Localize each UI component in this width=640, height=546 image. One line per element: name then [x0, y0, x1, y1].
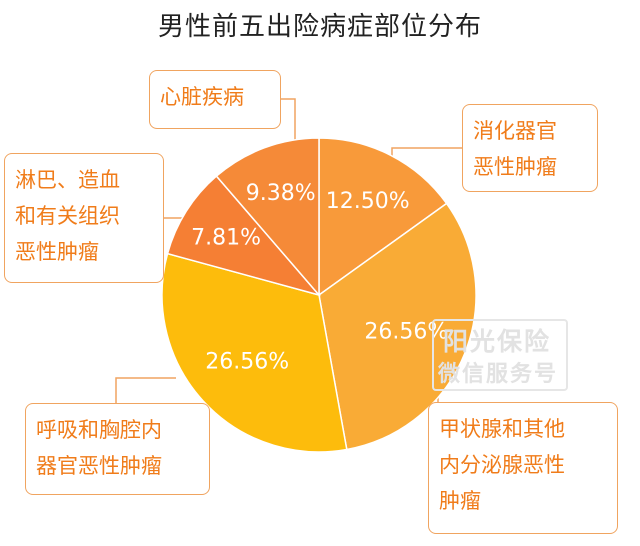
- slice-lymph: [166, 175, 322, 297]
- slice-digestive-value-label: 12.50%: [326, 189, 410, 214]
- leader-digestive: [391, 147, 462, 158]
- watermark-frame: [432, 319, 568, 391]
- chart-title: 男性前五出险病症部位分布: [157, 12, 482, 42]
- leader-heart: [281, 98, 296, 146]
- callout-thyroid-cancer: 甲状腺和其他 内分泌腺恶性 肿瘤: [428, 402, 618, 534]
- callout-heart-disease: 心脏疾病: [149, 70, 281, 129]
- slice-thyroid-value-label: 26.56%: [364, 319, 448, 344]
- leader-respiratory: [115, 377, 176, 403]
- slice-respiratory-value-label: 26.56%: [205, 350, 289, 375]
- slice-digestive: [318, 137, 448, 297]
- callout-respiratory-cancer: 呼吸和胸腔内 器官恶性肿瘤: [25, 403, 210, 495]
- callout-digestive-cancer: 消化器官 恶性肿瘤: [462, 104, 598, 192]
- slice-lymph-value-label: 7.81%: [191, 225, 261, 250]
- slice-heart: [215, 137, 320, 298]
- slice-respiratory: [161, 252, 348, 453]
- slice-heart-value-label: 9.38%: [246, 181, 316, 206]
- callout-lymph-cancer: 淋巴、造血 和有关组织 恶性肿瘤: [4, 153, 164, 283]
- pie-slice-labels: 12.50% 26.56% 26.56% 7.81% 9.38%: [191, 181, 448, 375]
- watermark-line-2: 微信服务号: [438, 362, 559, 387]
- slice-thyroid: [318, 202, 477, 451]
- watermark-line-1: 阳光保险: [443, 327, 552, 356]
- pie-slices: [161, 137, 477, 453]
